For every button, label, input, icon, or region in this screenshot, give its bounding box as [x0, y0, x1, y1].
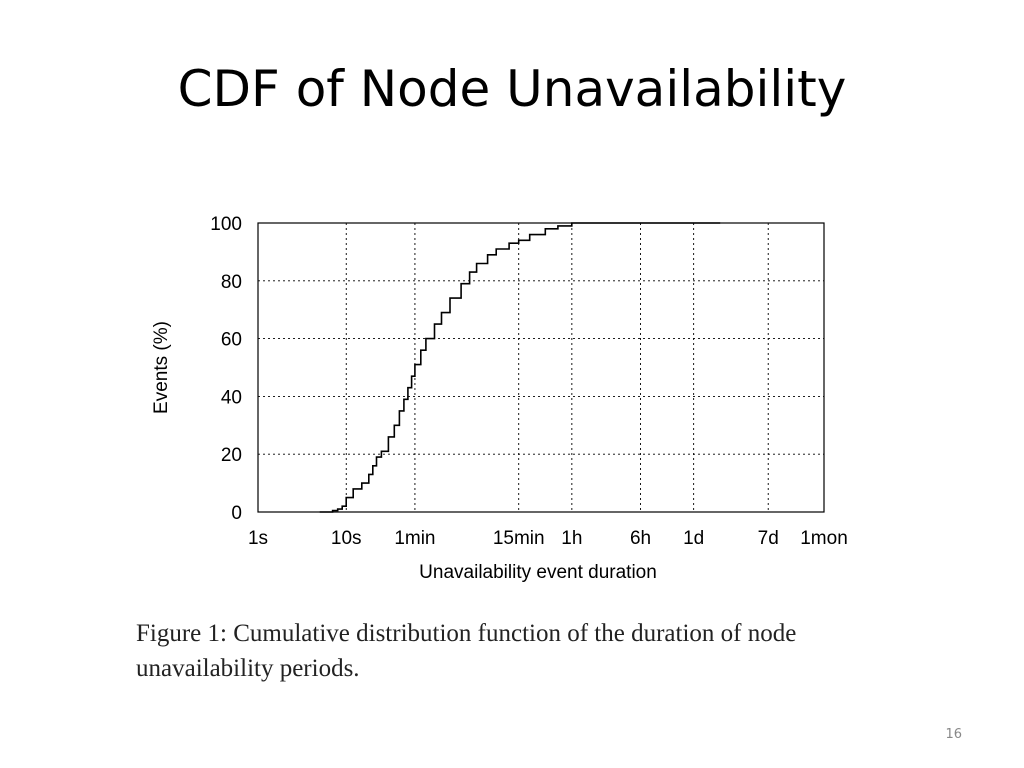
x-axis-label: Unavailability event duration — [419, 562, 657, 583]
slide-number: 16 — [945, 727, 962, 742]
y-tick-label: 20 — [221, 445, 242, 466]
x-tick-label: 1d — [683, 528, 704, 549]
plot-frame — [257, 222, 825, 513]
y-tick-label: 100 — [210, 214, 242, 235]
y-tick-label: 80 — [221, 272, 242, 293]
x-tick-label: 1s — [248, 528, 268, 549]
y-tick-label: 0 — [231, 503, 242, 524]
cdf-series-line — [319, 222, 721, 513]
figure-caption: Figure 1: Cumulative distribution functi… — [136, 620, 797, 682]
slide-title: CDF of Node Unavailability — [177, 60, 847, 118]
x-tick-label: 1min — [394, 528, 435, 549]
x-tick-label: 1mon — [800, 528, 848, 549]
chart-grid — [258, 223, 824, 512]
y-tick-label: 40 — [221, 387, 242, 408]
x-tick-label: 15min — [493, 528, 545, 549]
y-axis-label: Events (%) — [151, 321, 172, 414]
x-tick-label: 7d — [758, 528, 779, 549]
x-tick-label: 1h — [561, 528, 582, 549]
x-tick-label: 6h — [630, 528, 651, 549]
x-tick-label: 10s — [331, 528, 362, 549]
chart-series — [319, 222, 721, 513]
y-tick-label: 60 — [221, 330, 242, 351]
chart-labels: 1s 10s 1min 15min 1h 6h 1d 7d 1mon 0 20 40 60 80 100 Un… — [151, 214, 848, 583]
cdf-chart: 1s 10s 1min 15min 1h 6h 1d 7d 1mon 0 20 40 60 80 100 Un… — [151, 214, 848, 583]
